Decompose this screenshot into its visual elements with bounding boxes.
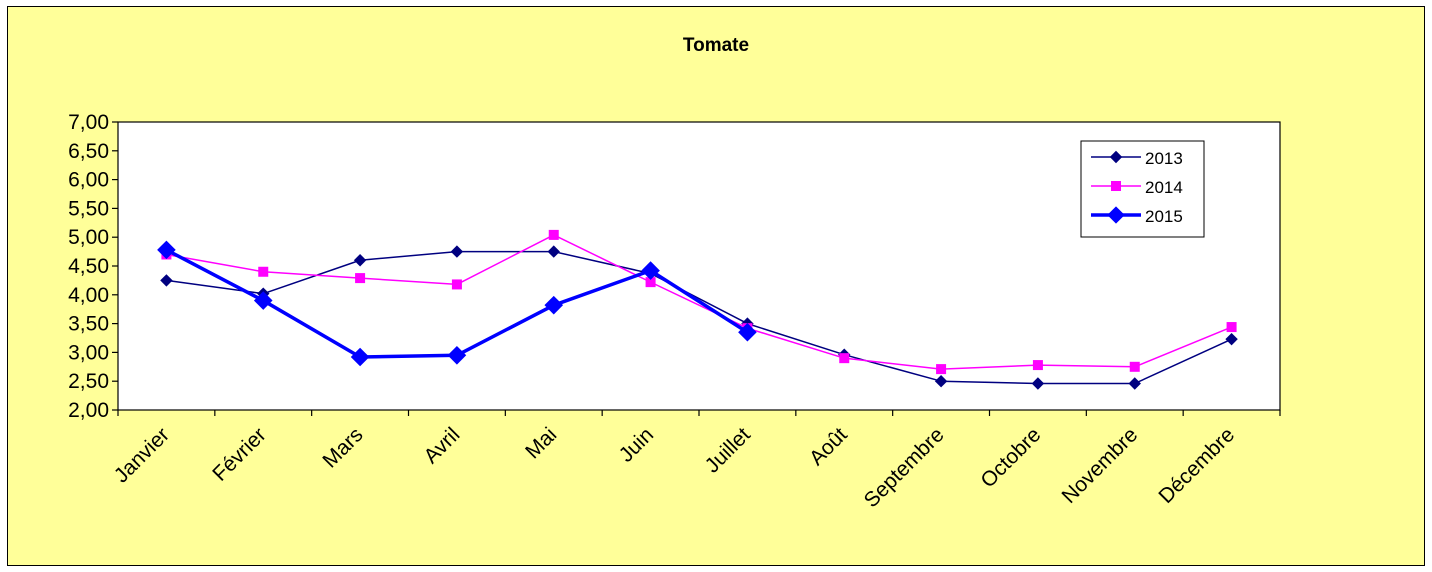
x-category-label: Juillet: [701, 423, 755, 477]
data-point: [157, 240, 176, 260]
chart-title: Tomate: [683, 35, 749, 56]
x-category-label: Mai: [521, 423, 561, 463]
legend-item: 2014: [1091, 178, 1183, 197]
y-tick-label: 5,00: [68, 226, 109, 249]
data-point: [839, 353, 850, 364]
x-category-label: Février: [208, 423, 270, 485]
y-tick-label: 3,50: [68, 313, 109, 336]
data-point: [547, 245, 560, 258]
x-category-label: Novembre: [1058, 423, 1143, 508]
legend-item: 2013: [1091, 149, 1183, 168]
data-point: [1225, 332, 1238, 346]
series-line: [166, 250, 1232, 385]
y-tick-label: 6,50: [68, 140, 109, 163]
data-point: [1129, 361, 1140, 372]
data-point: [1226, 322, 1237, 333]
legend-box: [1080, 140, 1205, 238]
data-point: [447, 345, 467, 365]
legend-marker: [1109, 150, 1123, 164]
data-point: [645, 277, 656, 288]
data-point: [355, 273, 366, 284]
legend: 2013 2014 2015: [1080, 140, 1205, 238]
series-2015: [157, 240, 757, 367]
data-point: [1128, 377, 1141, 390]
y-tick-label: 2,50: [68, 370, 109, 393]
legend-label: 2013: [1145, 149, 1183, 168]
x-axis: Janvier Février Mars Avril Mai Juin Juillet Aoû…: [110, 410, 1281, 512]
data-point: [451, 279, 462, 290]
legend-label: 2014: [1145, 178, 1183, 197]
y-tick-label: 2,00: [68, 399, 109, 422]
data-point: [936, 364, 947, 375]
y-tick-label: 7,00: [68, 111, 109, 134]
line-chart: Tomate 2,00 2,50 3,00 3,50 4,00 4,50 5,00 5,50 6…: [68, 35, 1281, 512]
data-point: [160, 274, 173, 287]
y-tick-label: 6,00: [68, 169, 109, 192]
x-category-label: Août: [805, 423, 852, 470]
y-axis: 2,00 2,50 3,00 3,50 4,00 4,50 5,00 5,50 6,00 6,50…: [68, 111, 118, 422]
x-category-label: Mars: [318, 423, 367, 472]
data-point: [544, 295, 564, 315]
legend-marker: [1111, 181, 1121, 191]
legend-marker: [1107, 206, 1125, 224]
data-point: [548, 229, 559, 240]
data-point: [738, 322, 757, 342]
x-category-label: Septembre: [860, 423, 949, 512]
data-point: [641, 261, 660, 280]
x-category-label: Avril: [420, 423, 465, 468]
data-point: [253, 291, 273, 310]
legend-label: 2015: [1145, 207, 1183, 226]
x-category-label: Juin: [615, 423, 659, 467]
legend-item: 2015: [1091, 206, 1183, 226]
y-tick-label: 4,00: [68, 284, 109, 307]
data-point: [1032, 360, 1043, 371]
chart-area: Tomate 2,00 2,50 3,00 3,50 4,00 4,50 5,00 5,50 6…: [7, 6, 1425, 566]
series-line: [166, 234, 1232, 370]
data-point: [1031, 377, 1045, 390]
y-tick-label: 3,00: [68, 341, 109, 364]
y-tick-label: 5,50: [68, 197, 109, 220]
data-point: [258, 266, 269, 277]
x-category-label: Janvier: [110, 423, 174, 487]
data-point: [934, 375, 948, 388]
x-category-label: Décembre: [1154, 423, 1239, 508]
y-tick-label: 4,50: [68, 255, 109, 278]
data-point: [350, 347, 370, 367]
x-category-label: Octobre: [976, 423, 1045, 492]
series-layer: [157, 229, 1238, 390]
data-point: [450, 245, 464, 258]
